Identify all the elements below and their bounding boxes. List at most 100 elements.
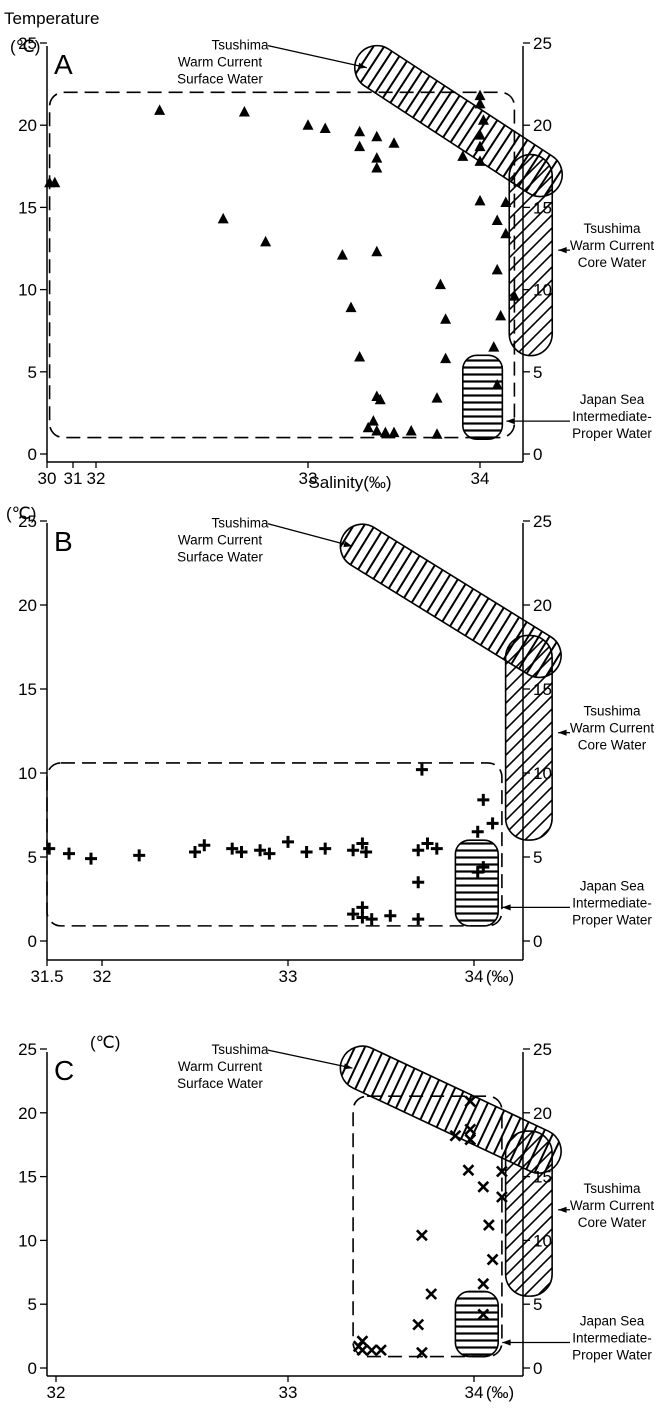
data-point-triangle — [336, 249, 348, 260]
data-point-triangle — [238, 106, 250, 117]
y-tick-label-left: 20 — [18, 116, 37, 135]
y-tick-label-right: 25 — [533, 512, 552, 531]
core-water-label: Tsushima — [583, 1181, 641, 1196]
data-point-plus — [263, 847, 276, 860]
data-point-plus — [347, 844, 360, 857]
intermediate-water-label: Proper Water — [572, 912, 652, 927]
data-range-dashed-box — [46, 762, 503, 927]
data-point-cross — [425, 1288, 438, 1300]
data-point-plus — [471, 825, 484, 838]
data-point-plus — [43, 842, 56, 855]
core-water-label: Warm Current — [570, 1198, 655, 1213]
data-point-triangle — [440, 352, 452, 364]
panel-letter: B — [54, 526, 73, 557]
data-point-cross — [462, 1164, 475, 1177]
data-point-triangle — [388, 426, 400, 438]
data-range-dashed-box — [48, 91, 516, 439]
intermediate-water-label: Japan Sea — [580, 1313, 645, 1328]
core-water-label: Tsushima — [583, 221, 641, 236]
data-point-triangle — [371, 424, 383, 436]
surface-water-label: Warm Current — [178, 1059, 263, 1074]
data-point-cross — [482, 1219, 495, 1232]
data-point-triangle — [457, 150, 469, 161]
data-point-triangle — [500, 196, 512, 207]
surface-water-label: Surface Water — [177, 72, 263, 87]
data-point-cross — [477, 1180, 490, 1193]
y-tick-label-right: 5 — [533, 1295, 542, 1314]
y-tick-label-right: 20 — [533, 116, 552, 135]
surface-water-label: Warm Current — [178, 55, 263, 70]
data-point-cross — [416, 1346, 428, 1359]
data-point-triangle — [345, 301, 357, 313]
surface-water-label: Tsushima — [211, 1042, 269, 1057]
x-axis-title: Salinity(‰) — [308, 473, 391, 492]
y-tick-label-left: 5 — [28, 363, 37, 382]
y-tick-label-left: 15 — [18, 1168, 37, 1187]
data-point-cross — [356, 1344, 369, 1357]
surface-water-label: Tsushima — [211, 516, 269, 531]
x-tick-label: 33 — [299, 469, 318, 488]
data-point-triangle — [371, 161, 383, 173]
data-point-triangle — [474, 155, 486, 166]
data-point-cross — [365, 1344, 378, 1357]
data-point-triangle — [434, 278, 446, 290]
data-point-plus — [133, 849, 146, 862]
data-point-triangle — [371, 152, 383, 163]
annotation-arrow-head — [558, 1206, 567, 1213]
x-tick-label: 31 — [64, 469, 83, 488]
data-point-triangle — [405, 424, 417, 436]
data-point-cross — [495, 1165, 508, 1178]
x-tick-label: 32 — [47, 1383, 66, 1402]
surface-water-region — [339, 1045, 562, 1174]
y-unit-label: (℃) — [10, 37, 40, 56]
data-point-plus — [471, 866, 484, 879]
x-tick-label: 30 — [38, 469, 57, 488]
data-point-triangle — [477, 114, 489, 125]
data-point-cross — [477, 1308, 490, 1321]
data-point-triangle — [374, 393, 386, 405]
data-point-triangle — [508, 290, 520, 301]
y-tick-label-right: 0 — [533, 1359, 542, 1378]
intermediate-water-label: Intermediate- — [572, 895, 652, 910]
core-water-label: Core Water — [578, 255, 647, 270]
data-point-triangle — [371, 130, 383, 142]
x-tick-label: 31.5 — [30, 967, 63, 986]
panel-letter: C — [54, 1055, 74, 1086]
x-tick-label: 34 — [465, 967, 484, 986]
data-point-triangle — [474, 140, 486, 152]
data-point-cross — [464, 1123, 477, 1136]
y-tick-label-right: 20 — [533, 596, 552, 615]
core-water-label: Warm Current — [570, 721, 655, 736]
intermediate-water-label: Japan Sea — [580, 878, 645, 893]
data-point-triangle — [388, 137, 400, 148]
data-point-plus — [356, 911, 369, 924]
core-water-region — [504, 1130, 553, 1297]
intermediate-water-label: Intermediate- — [572, 1330, 652, 1345]
data-point-cross — [464, 1095, 477, 1108]
data-point-triangle — [431, 392, 443, 403]
data-point-triangle — [495, 309, 507, 321]
annotation-arrow-head — [506, 418, 515, 425]
data-point-triangle — [367, 415, 379, 426]
x-unit-label: (‰) — [486, 1383, 514, 1402]
y-tick-label-right: 20 — [533, 1104, 552, 1123]
surface-water-label: Tsushima — [211, 38, 269, 53]
data-point-cross — [477, 1277, 490, 1290]
y-tick-label-right: 5 — [533, 363, 542, 382]
data-point-triangle — [474, 129, 486, 140]
y-tick-label-left: 15 — [18, 198, 37, 217]
data-point-triangle — [379, 426, 391, 438]
annotation-arrow-head — [558, 247, 567, 254]
data-point-cross — [449, 1129, 462, 1142]
x-tick-label: 33 — [279, 1383, 298, 1402]
data-point-triangle — [371, 245, 383, 257]
panel-b: B0055101015152020252531.5323334(℃)(‰)Tsu… — [6, 504, 654, 986]
surface-water-region — [339, 523, 562, 679]
data-point-triangle — [354, 125, 366, 137]
y-tick-label-left: 0 — [28, 1359, 37, 1378]
annotation-arrow-line — [267, 523, 353, 547]
x-tick-label: 32 — [87, 469, 106, 488]
annotation-arrow-head — [558, 729, 567, 736]
surface-water-region — [353, 44, 563, 198]
